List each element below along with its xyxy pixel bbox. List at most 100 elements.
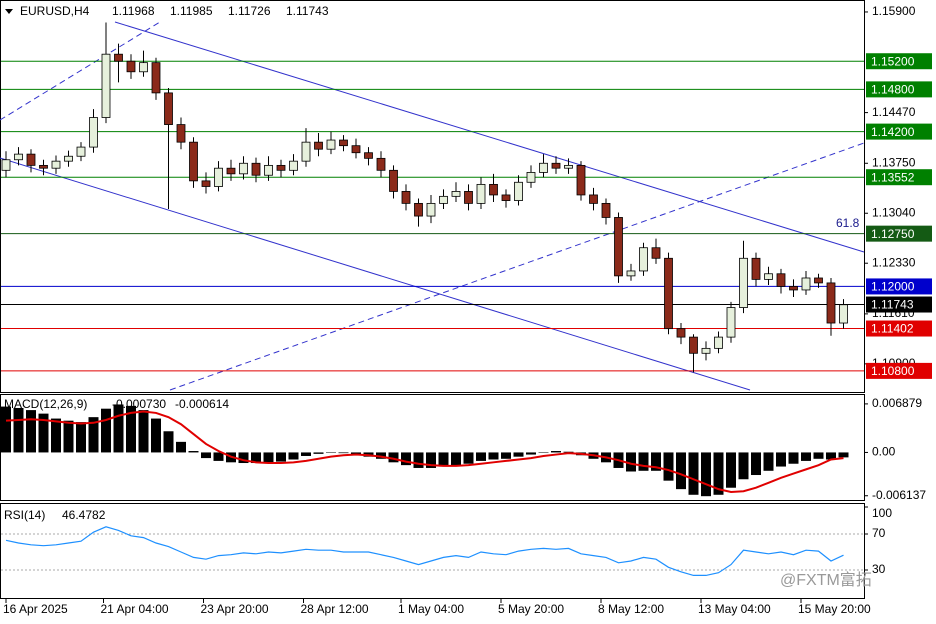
channel-upper <box>114 21 865 253</box>
x-tick-label: 5 May 20:00 <box>498 602 564 616</box>
level-box <box>866 296 932 313</box>
candle-body <box>351 145 361 154</box>
macd-bar <box>413 452 424 468</box>
candle-body <box>551 162 561 169</box>
macd-bar <box>626 452 636 472</box>
macd-bar <box>251 452 261 464</box>
candle-body <box>314 141 323 150</box>
candle-body <box>614 217 623 277</box>
rsi-tick-label: 100 <box>872 506 892 520</box>
macd-bar <box>76 422 86 453</box>
candle-body <box>651 247 661 259</box>
macd-bar <box>763 452 774 471</box>
candle-body <box>764 273 773 280</box>
macd-bar <box>488 452 499 460</box>
candle-body <box>214 167 223 187</box>
candle-body <box>51 160 61 169</box>
level-label: 1.12000 <box>871 280 915 294</box>
macd-main-last: -0.000730 <box>112 397 166 411</box>
macd-bar <box>288 452 299 460</box>
candle-body <box>701 347 711 354</box>
y-tick-label: 1.13040 <box>872 205 916 219</box>
macd-bar <box>63 420 74 453</box>
macd-bar <box>776 452 786 467</box>
candle-body <box>76 146 86 157</box>
macd-bar <box>176 441 186 453</box>
candle-body <box>1 159 11 171</box>
level-box <box>866 362 932 379</box>
candle-body <box>189 141 198 182</box>
candle-body <box>339 139 348 147</box>
header-low: 1.11726 <box>228 4 271 18</box>
level-box <box>866 123 932 140</box>
candle-body <box>276 164 286 171</box>
macd-bar <box>101 408 111 453</box>
macd-bar <box>551 451 561 453</box>
level-label: 1.14200 <box>871 125 915 139</box>
candle-body <box>14 153 23 161</box>
candle-body <box>426 202 436 217</box>
candle-body <box>114 53 123 62</box>
macd-bar <box>463 452 474 464</box>
macd-bar <box>188 451 199 453</box>
candle-body <box>689 336 698 354</box>
macd-bar <box>388 452 399 463</box>
macd-bar <box>701 452 711 497</box>
candle-body <box>814 277 823 284</box>
candle-body <box>526 172 536 183</box>
x-tick-label: 16 Apr 2025 <box>3 602 68 616</box>
candle-body <box>514 181 523 201</box>
macd-bar <box>726 452 736 488</box>
level-label: 1.12750 <box>871 227 915 241</box>
macd-bar <box>526 452 536 455</box>
x-tick-label: 23 Apr 20:00 <box>201 602 269 616</box>
macd-tick-label: 0.006879 <box>872 396 922 410</box>
macd-bar <box>138 410 149 453</box>
candle-body <box>801 277 811 291</box>
level-label: 1.11402 <box>871 322 914 336</box>
candle-body <box>739 257 748 308</box>
candle-body <box>139 62 148 73</box>
candle-body <box>639 247 648 272</box>
macd-signal <box>5 410 844 493</box>
x-tick-label: 28 Apr 12:00 <box>301 602 369 616</box>
macd-bar <box>476 452 486 461</box>
candle-body <box>376 157 386 171</box>
macd-bar <box>676 452 686 490</box>
x-tick-label: 8 May 12:00 <box>598 602 664 616</box>
rsi-line <box>5 526 844 576</box>
candle-body <box>451 191 461 197</box>
candle-body <box>164 92 173 125</box>
macd-bar <box>638 452 649 471</box>
macd-bar <box>801 452 811 461</box>
rsi-last: 46.4782 <box>62 508 106 522</box>
macd-bar <box>238 452 249 464</box>
candle-body <box>326 139 336 150</box>
candle-body <box>489 183 498 196</box>
candle-body <box>601 202 611 218</box>
rsi-panel <box>0 503 865 599</box>
main-panel <box>0 0 865 393</box>
candle-body <box>126 60 136 73</box>
candle-body <box>239 162 248 175</box>
candle-body <box>439 195 448 204</box>
macd-bar <box>688 452 699 495</box>
macd-bar <box>201 452 211 459</box>
macd-bar <box>663 452 674 481</box>
macd-bar <box>713 452 724 495</box>
macd-bar <box>213 452 224 461</box>
candle-body <box>89 117 98 148</box>
level-label: 1.13552 <box>871 170 915 184</box>
menu-arrow[interactable] <box>5 9 13 14</box>
candle-body <box>839 304 848 324</box>
macd-bar <box>376 452 386 459</box>
x-tick-label: 21 Apr 04:00 <box>101 602 169 616</box>
macd-bar <box>351 452 361 455</box>
macd-bar <box>326 452 336 453</box>
macd-bar <box>88 417 99 453</box>
x-tick-label: 15 May 20:00 <box>798 602 871 616</box>
candle-body <box>676 328 686 338</box>
candle-body <box>464 191 473 204</box>
y-tick-label: 1.14470 <box>872 105 916 119</box>
candle-body <box>101 53 111 118</box>
